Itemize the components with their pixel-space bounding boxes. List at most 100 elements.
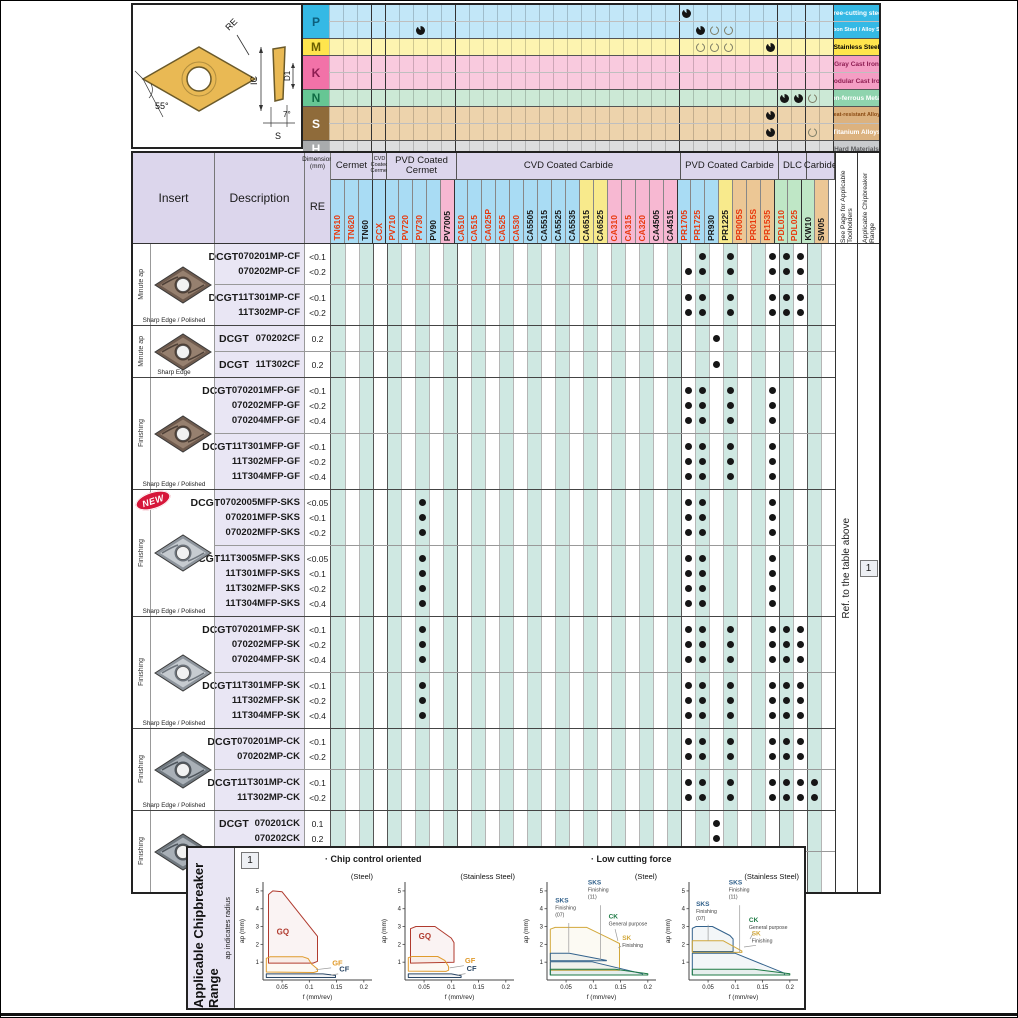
grade-cell (625, 285, 639, 325)
availability-dot (797, 268, 804, 275)
secondary-mark-icon (696, 42, 705, 52)
region-label: (11) (729, 895, 738, 901)
grade-cell (723, 285, 737, 325)
group-side: Minute ap (133, 244, 151, 325)
model-number: 11T302MFP-SK (231, 695, 300, 706)
grade-cell (499, 326, 513, 351)
material-cell (455, 56, 469, 72)
material-cell (469, 22, 483, 38)
re-cell: <0.1 <0.2 <0.4 (305, 434, 331, 489)
material-cell (553, 107, 567, 123)
grade-cell (667, 617, 681, 672)
chart-subtitle: (Steel) (635, 872, 658, 881)
insert-block: DCGT 070201MP-CF 070202MP-CF <0.1 <0.2 (208, 244, 835, 284)
grade-cell (471, 285, 485, 325)
grade-cell (653, 378, 667, 433)
grade-cell (807, 546, 821, 616)
material-cell (763, 124, 777, 140)
material-cell (805, 90, 819, 106)
grade-cell (821, 729, 835, 769)
material-cell (371, 39, 385, 55)
grade-cell (793, 811, 807, 851)
grade-cell (541, 434, 555, 489)
grade-cell (387, 244, 401, 284)
grade-dots (331, 378, 835, 433)
region-label: General purpose (749, 925, 788, 931)
grade-cell (513, 770, 527, 810)
grade-cell (583, 434, 597, 489)
grade-group-header: CVD Coated Carbide (457, 153, 681, 179)
material-cell (427, 56, 441, 72)
grade-cell (695, 770, 709, 810)
model-line: 11T301MFP-SKS (219, 566, 300, 581)
description-cell: DCGT 11T302CF (215, 352, 305, 377)
material-cell (385, 56, 399, 72)
grade-cell (513, 617, 527, 672)
group-side: Finishing (133, 617, 151, 728)
grade-cell (401, 617, 415, 672)
grade-cell (597, 378, 611, 433)
availability-dot (685, 458, 692, 465)
grade-cell (527, 811, 541, 851)
grade-cell (513, 244, 527, 284)
grade-cell (527, 546, 541, 616)
material-cell (791, 22, 805, 38)
grade-cell (695, 673, 709, 728)
material-cell (609, 107, 623, 123)
material-cell (497, 107, 511, 123)
model-number: 11T302MFP-GF (231, 456, 300, 467)
insert-group: Minute ap Sharp Edge DCGT 070202CF 0.2 DCGT 11… (133, 325, 835, 377)
grade-cell (723, 244, 737, 284)
grade-cell (821, 285, 835, 325)
model-number: 070201CK (254, 818, 300, 829)
svg-text:3: 3 (256, 925, 260, 931)
grade-cell (751, 490, 765, 545)
grade-cell (653, 285, 667, 325)
material-cell (371, 5, 385, 21)
grade-name: SW05 (816, 217, 827, 241)
grade-column-header-TN620: TN620 (345, 180, 359, 243)
material-cell (329, 22, 343, 38)
model-number: 070201MFP-SK (231, 624, 300, 635)
see-page-note: Ref. to the table above (841, 517, 852, 619)
model-number: 070202MP-CF (238, 266, 300, 277)
material-cell (763, 39, 777, 55)
grade-cell (513, 729, 527, 769)
grade-cell (569, 546, 583, 616)
grade-cell (821, 617, 835, 672)
material-cell (329, 124, 343, 140)
grade-cell (667, 378, 681, 433)
material-cell (413, 56, 427, 72)
model-line: 11T304MFP-SK (219, 708, 300, 723)
material-cell (623, 39, 637, 55)
region-CF (265, 973, 336, 978)
grade-cell (597, 244, 611, 284)
region-CK (691, 968, 791, 976)
availability-dot (699, 682, 706, 689)
material-cell (777, 124, 791, 140)
grade-column-header-CA4505: CA4505 (650, 180, 664, 243)
material-cell (749, 22, 763, 38)
grade-cell (737, 729, 751, 769)
re-cell: <0.1 <0.2 (305, 244, 331, 284)
grade-cell (569, 811, 583, 851)
material-cell (427, 73, 441, 89)
material-cell (371, 73, 385, 89)
availability-dot (685, 641, 692, 648)
grade-cell (765, 434, 779, 489)
grade-cell (681, 378, 695, 433)
model-line: DCGT 11T3005MFP-SKS (191, 551, 300, 566)
material-cell (637, 124, 651, 140)
material-cell (581, 5, 595, 21)
grade-cell (723, 811, 737, 851)
grade-cell (331, 244, 345, 284)
material-cell (413, 73, 427, 89)
material-cell (413, 124, 427, 140)
grade-cell (527, 326, 541, 351)
grade-cell (429, 546, 443, 616)
grade-cell (499, 434, 513, 489)
region-label: General purpose (609, 922, 648, 928)
grade-cell (821, 811, 835, 851)
grade-cell (345, 811, 359, 851)
grade-cell (527, 378, 541, 433)
